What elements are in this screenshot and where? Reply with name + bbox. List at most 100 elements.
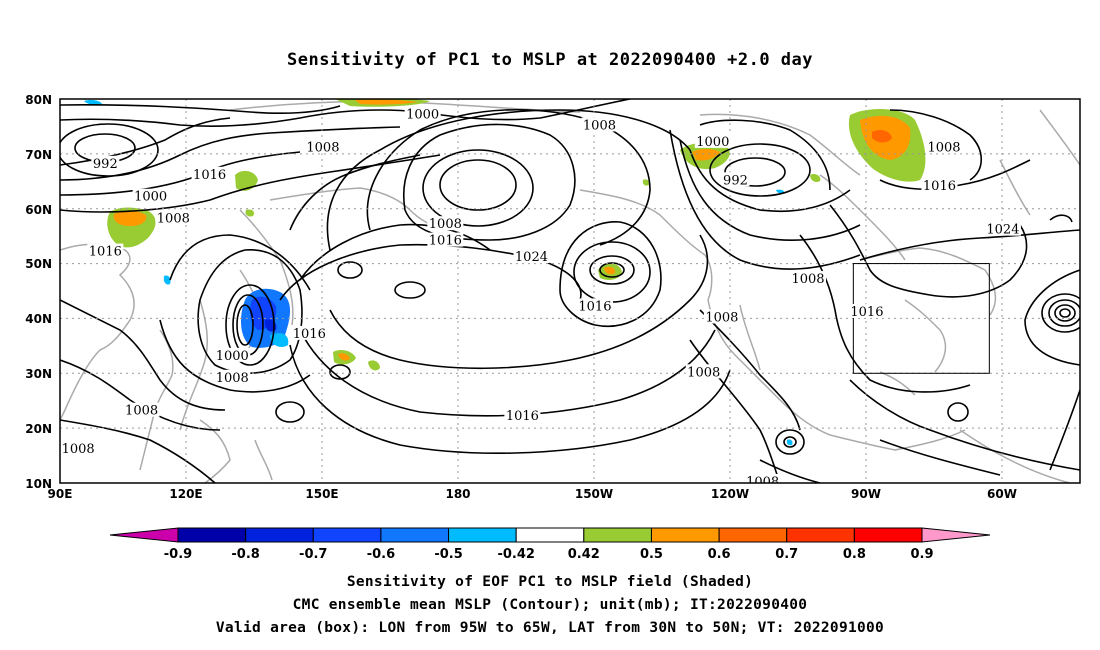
colorbar-tick-label: 0.9 [910, 547, 933, 562]
isobar-label-bg [191, 166, 228, 181]
isobar-label: 1008 [705, 310, 738, 325]
isobar-label: 1016 [578, 299, 611, 314]
plot-area: 1000 1008 1000 1008 992 1008 1016 992 1016 1000 10… [25, 93, 1081, 501]
caption-shading: Sensitivity of EOF PC1 to MSLP field (Sh… [346, 574, 754, 590]
colorbar-cell [312, 527, 382, 543]
colorbar-cell [786, 527, 855, 543]
isobar-label: 1016 [923, 179, 956, 194]
colorbar-tick-label: -0.8 [231, 547, 259, 562]
lat-label-20n: 20N [25, 422, 52, 436]
colorbar-cell [380, 527, 450, 543]
lon-label-90e: 90E [48, 487, 73, 501]
lon-label-90w: 90W [851, 487, 881, 501]
lat-label-40n: 40N [25, 312, 52, 326]
colorbar-tick-label: -0.42 [497, 547, 534, 562]
colorbar-cell [583, 527, 652, 543]
isobar-label-bg [721, 172, 750, 187]
plot-frame [59, 98, 1081, 484]
isobar-label: 1008 [125, 404, 158, 419]
isobar-label: 1008 [687, 365, 720, 380]
isobar-label-bg [60, 441, 97, 456]
isobar-label: 1008 [429, 217, 462, 232]
colorbar-max-extend [921, 527, 991, 543]
isobar-label-bg [581, 117, 618, 132]
colorbar-labels: -0.9 -0.8 -0.7 -0.6 -0.5 -0.42 0.42 0.5 0.6 0.7 0.… [164, 547, 934, 562]
lat-label-80n: 80N [25, 93, 52, 107]
colorbar-cell [853, 527, 923, 543]
isobar-label-bg [703, 309, 740, 324]
colorbar-tick-label: -0.9 [164, 547, 192, 562]
isobar-label: 1000 [216, 349, 249, 364]
lat-label-70n: 70N [25, 148, 52, 162]
lon-label-150e: 150E [305, 487, 338, 501]
mslp-contours [60, 99, 1080, 483]
isobar-label-bg [504, 408, 541, 423]
isobar-label: 1000 [134, 190, 167, 205]
isobar-label-bg [685, 364, 722, 379]
isobar-label: 992 [93, 157, 118, 172]
isobar-label: 1016 [193, 168, 226, 183]
isobar-label-bg [404, 106, 441, 121]
lat-label-60n: 60N [25, 203, 52, 217]
lat-label-30n: 30N [25, 367, 52, 381]
valid-area-box [852, 263, 990, 374]
isobar-label: 1008 [306, 140, 339, 155]
isobar-label: 1008 [62, 442, 95, 457]
isobar-label-bg [694, 133, 731, 148]
isobar-label-bg [427, 216, 464, 231]
isobar-label-bg [921, 177, 958, 192]
isobar-label: 1016 [429, 234, 462, 249]
isobar-label: 1000 [406, 107, 439, 122]
colorbar-cells [109, 527, 991, 543]
lat-label-50n: 50N [25, 257, 52, 271]
graticule [60, 99, 1080, 483]
colorbar-cell [448, 527, 517, 543]
isobar-label-bg [790, 271, 826, 286]
isobar-label: 1016 [506, 409, 539, 424]
isobar-label-bg [304, 139, 341, 154]
colorbar-cell [245, 527, 314, 543]
isobar-label-bg [513, 249, 550, 264]
isobar-label-bg [132, 188, 169, 203]
lat-label-10n: 10N [25, 477, 52, 491]
lon-label-60w: 60W [987, 487, 1017, 501]
colorbar-cell [177, 527, 247, 543]
latitude-axis: 80N 70N 60N 50N 40N 30N 20N 10N [25, 93, 52, 491]
map-title: Sensitivity of PC1 to MSLP at 2022090400… [286, 50, 813, 70]
isobar-label-bg [576, 298, 613, 313]
colorbar-tick-label: -0.6 [367, 547, 395, 562]
colorbar-cell [718, 527, 788, 543]
isobar-label: 992 [723, 173, 748, 188]
colorbar-cell [515, 527, 585, 543]
colorbar-tick-label: 0.5 [640, 547, 663, 562]
colorbar-tick-label: -0.5 [434, 547, 462, 562]
isobar-label-bg [91, 155, 120, 170]
caption-valid-area: Valid area (box): LON from 95W to 65W, L… [215, 620, 885, 636]
isobar-label: 1008 [583, 118, 616, 133]
isobar-label: 1008 [791, 272, 824, 287]
isobar-label-bg [984, 221, 1021, 236]
colorbar-tick-label: -0.7 [299, 547, 327, 562]
isobar-label-bg [744, 474, 781, 483]
isobar-label: 1016 [89, 245, 122, 260]
colorbar-tick-label: 0.7 [775, 547, 798, 562]
isobar-label: 1008 [157, 212, 190, 227]
isobar-labels: 1000 1008 1000 1008 992 1008 1016 992 1016 1000 10… [60, 106, 1021, 483]
lon-label-120w: 120W [711, 487, 749, 501]
lon-label-150w: 150W [575, 487, 613, 501]
lon-label-180: 180 [445, 487, 470, 501]
colorbar-cell [650, 527, 720, 543]
colorbar: -0.9 -0.8 -0.7 -0.6 -0.5 -0.42 0.42 0.5 0.6 0.7 0.… [109, 527, 991, 562]
isobar-label-bg [427, 232, 464, 247]
isobar-label-bg [87, 243, 124, 258]
isobar-label: 1000 [696, 135, 729, 150]
isobar-label: 1024 [515, 250, 548, 265]
isobar-label-bg [926, 139, 962, 154]
isobar-label: 1024 [986, 223, 1019, 238]
colorbar-tick-label: 0.42 [568, 547, 600, 562]
colorbar-tick-label: 0.6 [708, 547, 731, 562]
lon-label-120e: 120E [169, 487, 202, 501]
isobar-label: 1008 [927, 140, 960, 155]
isobar-label: 1008 [216, 371, 249, 386]
